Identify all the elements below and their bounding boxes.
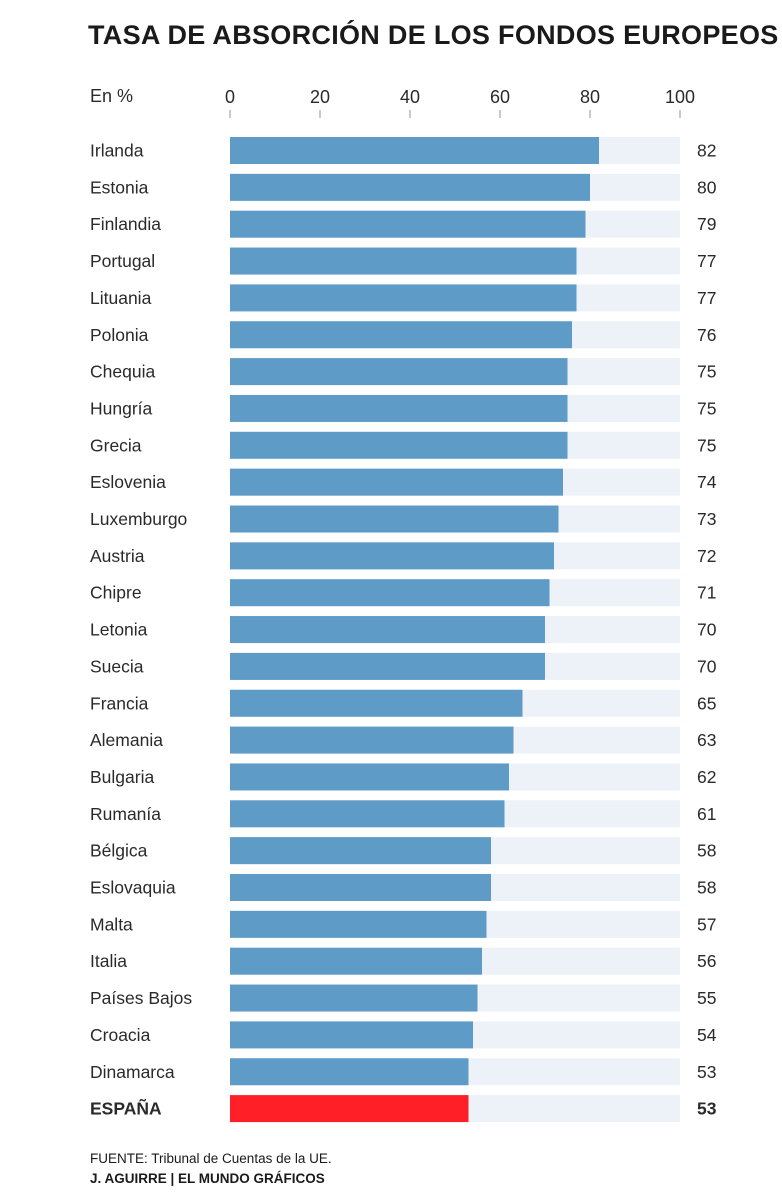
category-label: Austria <box>90 546 145 566</box>
category-label: Alemania <box>90 730 163 750</box>
value-label: 77 <box>697 251 716 271</box>
value-label: 79 <box>697 214 716 234</box>
value-label: 54 <box>697 1025 717 1045</box>
bar <box>230 947 482 975</box>
value-label: 55 <box>697 988 716 1008</box>
category-label: Eslovenia <box>90 472 166 492</box>
x-tick-label: 0 <box>225 87 235 107</box>
value-label: 65 <box>697 693 716 713</box>
bar <box>230 468 563 496</box>
category-label: Dinamarca <box>90 1062 175 1082</box>
value-label: 77 <box>697 288 716 308</box>
value-label: 57 <box>697 914 716 934</box>
bar <box>230 394 568 422</box>
category-label: Bélgica <box>90 841 148 861</box>
value-label: 56 <box>697 951 716 971</box>
bar <box>230 1021 473 1049</box>
value-label: 70 <box>697 656 717 676</box>
bar <box>230 579 550 607</box>
category-label: Estonia <box>90 177 149 197</box>
category-label: Bulgaria <box>90 767 154 787</box>
category-label: ESPAÑA <box>90 1098 162 1119</box>
category-label: Portugal <box>90 251 155 271</box>
bar <box>230 726 514 754</box>
category-label: Polonia <box>90 325 149 345</box>
value-label: 75 <box>697 362 716 382</box>
bar <box>230 137 599 164</box>
bar <box>230 800 505 828</box>
value-label: 63 <box>697 730 716 750</box>
category-label: Hungría <box>90 398 153 418</box>
category-label: Irlanda <box>90 141 144 161</box>
value-label: 80 <box>697 177 717 197</box>
category-label: Países Bajos <box>90 988 192 1008</box>
category-label: Malta <box>90 914 133 934</box>
bar <box>230 984 478 1012</box>
value-label: 70 <box>697 620 717 640</box>
value-label: 82 <box>697 141 716 161</box>
category-label: Grecia <box>90 435 142 455</box>
category-label: Suecia <box>90 656 144 676</box>
unit-label: En % <box>90 86 134 106</box>
chart-title: TASA DE ABSORCIÓN DE LOS FONDOS EUROPEOS <box>88 20 779 50</box>
category-label: Chequia <box>90 362 155 382</box>
value-label: 53 <box>697 1099 717 1119</box>
x-tick-label: 100 <box>665 87 695 107</box>
bar <box>230 652 545 680</box>
credit-note: J. AGUIRRE | EL MUNDO GRÁFICOS <box>90 1171 325 1186</box>
bar <box>230 763 509 791</box>
value-label: 71 <box>697 583 716 603</box>
bar <box>230 358 568 386</box>
bar <box>230 247 577 275</box>
value-label: 62 <box>697 767 716 787</box>
value-label: 61 <box>697 804 716 824</box>
category-label: Finlandia <box>90 214 161 234</box>
value-label: 53 <box>697 1062 716 1082</box>
x-tick-label: 40 <box>400 87 420 107</box>
bar <box>230 874 491 901</box>
category-label: Francia <box>90 693 149 713</box>
x-tick-label: 60 <box>490 87 510 107</box>
category-label: Lituania <box>90 288 152 308</box>
category-label: Luxemburgo <box>90 509 187 529</box>
bar <box>230 542 554 570</box>
bar <box>230 431 568 459</box>
bar <box>230 910 487 938</box>
value-label: 73 <box>697 509 716 529</box>
bar-chart: 0 20 40 60 80 100 Irlanda 82 Estonia 80 Finlandia 7… <box>90 87 717 1123</box>
value-label: 74 <box>697 472 717 492</box>
category-label: Eslovaquia <box>90 878 176 898</box>
value-label: 58 <box>697 878 716 898</box>
value-label: 58 <box>697 841 716 861</box>
value-label: 72 <box>697 546 716 566</box>
category-label: Letonia <box>90 620 148 640</box>
category-label: Rumanía <box>90 804 161 824</box>
category-label: Chipre <box>90 583 142 603</box>
category-label: Croacia <box>90 1025 151 1045</box>
x-tick-label: 80 <box>580 87 600 107</box>
bar <box>230 210 586 238</box>
bar <box>230 173 590 201</box>
value-label: 76 <box>697 325 716 345</box>
x-tick-label: 20 <box>310 87 330 107</box>
category-label: Italia <box>90 951 127 971</box>
bar <box>230 689 523 717</box>
bar <box>230 321 572 349</box>
bar <box>230 505 559 533</box>
bar <box>230 837 491 865</box>
bar <box>230 284 577 312</box>
highlight-bar <box>230 1095 469 1123</box>
value-label: 75 <box>697 435 716 455</box>
bar <box>230 616 545 644</box>
bar <box>230 1058 469 1086</box>
value-label: 75 <box>697 398 716 418</box>
source-note: FUENTE: Tribunal de Cuentas de la UE. <box>90 1151 332 1166</box>
